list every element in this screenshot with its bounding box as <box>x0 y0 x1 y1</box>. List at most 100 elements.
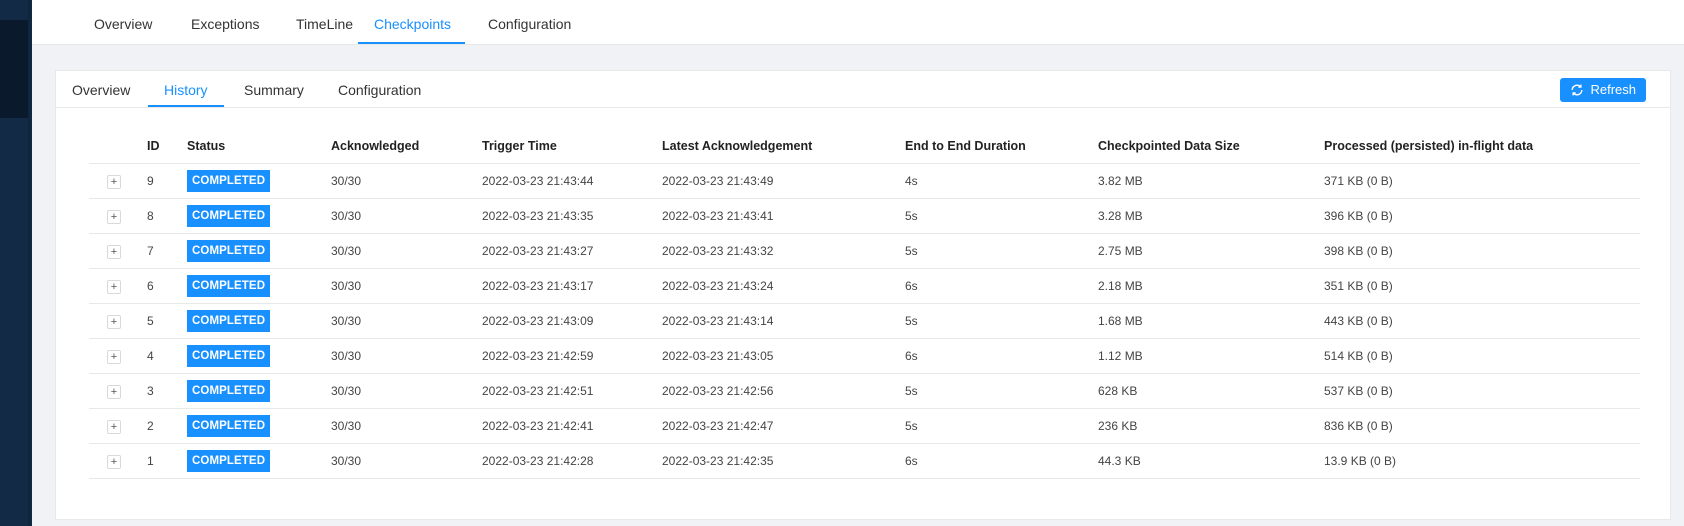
cell-latest-ack: 2022-03-23 21:43:14 <box>662 303 905 339</box>
sidebar-dark-block <box>0 20 28 118</box>
cell-latest-ack: 2022-03-23 21:43:24 <box>662 268 905 304</box>
cell-id: 8 <box>147 198 187 234</box>
status-badge: COMPLETED <box>187 205 271 227</box>
cell-duration: 6s <box>905 268 1098 304</box>
subtab-overview[interactable]: Overview <box>72 82 131 98</box>
cell-latest-ack: 2022-03-23 21:42:47 <box>662 408 905 444</box>
cell-trigger-time: 2022-03-23 21:43:27 <box>482 233 662 269</box>
cell-acknowledged: 30/30 <box>331 338 482 374</box>
cell-latest-ack: 2022-03-23 21:43:05 <box>662 338 905 374</box>
table-row: + 8 COMPLETED 30/30 2022-03-23 21:43:35 … <box>89 198 1640 234</box>
cell-acknowledged: 30/30 <box>331 373 482 409</box>
tab-configuration[interactable]: Configuration <box>488 16 572 32</box>
cell-data-size: 2.18 MB <box>1098 268 1324 304</box>
cell-inflight: 514 KB (0 B) <box>1324 338 1640 374</box>
tab-exceptions[interactable]: Exceptions <box>191 16 260 32</box>
cell-data-size: 3.28 MB <box>1098 198 1324 234</box>
table-row: + 6 COMPLETED 30/30 2022-03-23 21:43:17 … <box>89 268 1640 304</box>
refresh-button[interactable]: Refresh <box>1560 78 1646 102</box>
cell-duration: 5s <box>905 303 1098 339</box>
cell-id: 6 <box>147 268 187 304</box>
cell-acknowledged: 30/30 <box>331 163 482 199</box>
expand-row-button[interactable]: + <box>107 349 121 364</box>
header-expand <box>89 128 147 164</box>
expand-row-button[interactable]: + <box>107 244 121 259</box>
header-id: ID <box>147 128 187 164</box>
checkpoint-history-table: ID Status Acknowledged Trigger Time Late… <box>89 128 1640 479</box>
status-badge: COMPLETED <box>187 345 271 367</box>
header-end-to-end-duration: End to End Duration <box>905 128 1098 164</box>
cell-duration: 5s <box>905 233 1098 269</box>
header-status: Status <box>187 128 331 164</box>
subtab-summary[interactable]: Summary <box>244 82 304 98</box>
expand-row-button[interactable]: + <box>107 419 121 434</box>
cell-acknowledged: 30/30 <box>331 268 482 304</box>
expand-row-button[interactable]: + <box>107 454 121 469</box>
expand-row-button[interactable]: + <box>107 209 121 224</box>
cell-trigger-time: 2022-03-23 21:43:17 <box>482 268 662 304</box>
cell-data-size: 236 KB <box>1098 408 1324 444</box>
checkpoints-subtabs: Overview History Summary Configuration <box>56 71 1670 108</box>
expand-row-button[interactable]: + <box>107 314 121 329</box>
expand-row-button[interactable]: + <box>107 384 121 399</box>
cell-trigger-time: 2022-03-23 21:42:59 <box>482 338 662 374</box>
cell-inflight: 371 KB (0 B) <box>1324 163 1640 199</box>
cell-inflight: 537 KB (0 B) <box>1324 373 1640 409</box>
cell-trigger-time: 2022-03-23 21:43:44 <box>482 163 662 199</box>
cell-data-size: 628 KB <box>1098 373 1324 409</box>
status-badge: COMPLETED <box>187 275 271 297</box>
cell-latest-ack: 2022-03-23 21:43:41 <box>662 198 905 234</box>
expand-row-button[interactable]: + <box>107 279 121 294</box>
table-row: + 5 COMPLETED 30/30 2022-03-23 21:43:09 … <box>89 303 1640 339</box>
cell-duration: 5s <box>905 198 1098 234</box>
cell-trigger-time: 2022-03-23 21:42:51 <box>482 373 662 409</box>
cell-id: 5 <box>147 303 187 339</box>
cell-latest-ack: 2022-03-23 21:43:49 <box>662 163 905 199</box>
cell-trigger-time: 2022-03-23 21:43:09 <box>482 303 662 339</box>
status-badge: COMPLETED <box>187 450 271 472</box>
table-row: + 9 COMPLETED 30/30 2022-03-23 21:43:44 … <box>89 163 1640 199</box>
cell-inflight: 13.9 KB (0 B) <box>1324 443 1640 479</box>
cell-inflight: 398 KB (0 B) <box>1324 233 1640 269</box>
subtab-configuration[interactable]: Configuration <box>338 82 422 98</box>
cell-trigger-time: 2022-03-23 21:43:35 <box>482 198 662 234</box>
tab-checkpoints[interactable]: Checkpoints <box>358 0 465 44</box>
header-checkpointed-data-size: Checkpointed Data Size <box>1098 128 1324 164</box>
status-badge: COMPLETED <box>187 310 271 332</box>
status-badge: COMPLETED <box>187 240 271 262</box>
cell-id: 1 <box>147 443 187 479</box>
cell-acknowledged: 30/30 <box>331 408 482 444</box>
cell-inflight: 396 KB (0 B) <box>1324 198 1640 234</box>
cell-duration: 5s <box>905 373 1098 409</box>
cell-data-size: 1.68 MB <box>1098 303 1324 339</box>
header-inflight-data: Processed (persisted) in-flight data <box>1324 128 1640 164</box>
cell-inflight: 351 KB (0 B) <box>1324 268 1640 304</box>
refresh-label: Refresh <box>1590 82 1636 97</box>
table-row: + 1 COMPLETED 30/30 2022-03-23 21:42:28 … <box>89 443 1640 479</box>
cell-latest-ack: 2022-03-23 21:43:32 <box>662 233 905 269</box>
cell-acknowledged: 30/30 <box>331 303 482 339</box>
cell-duration: 4s <box>905 163 1098 199</box>
cell-trigger-time: 2022-03-23 21:42:28 <box>482 443 662 479</box>
table-row: + 4 COMPLETED 30/30 2022-03-23 21:42:59 … <box>89 338 1640 374</box>
table-row: + 7 COMPLETED 30/30 2022-03-23 21:43:27 … <box>89 233 1640 269</box>
cell-id: 7 <box>147 233 187 269</box>
header-trigger-time: Trigger Time <box>482 128 662 164</box>
cell-data-size: 2.75 MB <box>1098 233 1324 269</box>
cell-id: 3 <box>147 373 187 409</box>
cell-data-size: 3.82 MB <box>1098 163 1324 199</box>
tab-overview[interactable]: Overview <box>94 16 153 32</box>
cell-id: 9 <box>147 163 187 199</box>
cell-data-size: 1.12 MB <box>1098 338 1324 374</box>
top-tabs-bar: Overview Exceptions TimeLine Checkpoints… <box>32 0 1684 45</box>
tab-timeline[interactable]: TimeLine <box>296 16 354 32</box>
cell-data-size: 44.3 KB <box>1098 443 1324 479</box>
header-acknowledged: Acknowledged <box>331 128 482 164</box>
subtab-history[interactable]: History <box>148 71 224 107</box>
cell-id: 2 <box>147 408 187 444</box>
header-latest-acknowledgement: Latest Acknowledgement <box>662 128 905 164</box>
status-badge: COMPLETED <box>187 380 271 402</box>
expand-row-button[interactable]: + <box>107 174 121 189</box>
cell-inflight: 836 KB (0 B) <box>1324 408 1640 444</box>
cell-trigger-time: 2022-03-23 21:42:41 <box>482 408 662 444</box>
